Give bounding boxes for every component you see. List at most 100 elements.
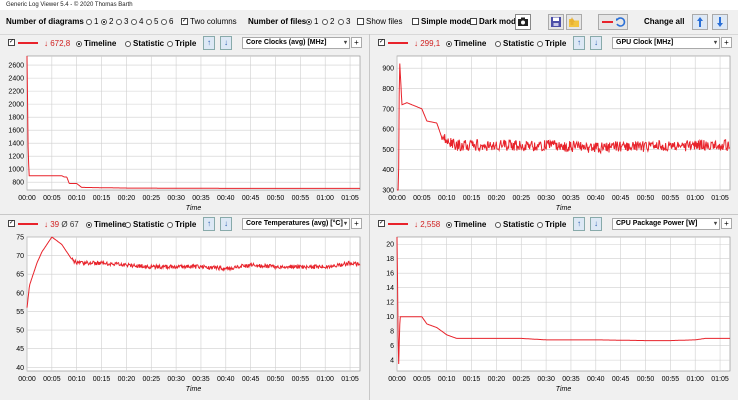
line-swap-icon[interactable] xyxy=(598,14,628,30)
series-color-swatch[interactable] xyxy=(18,42,38,44)
sensor-select[interactable]: Core Temperatures (avg) [°C] ▾ xyxy=(242,218,350,230)
simple-mode-checkbox[interactable]: Simple mode xyxy=(412,17,471,26)
diagram-option-4[interactable]: 4 xyxy=(131,17,143,26)
camera-icon[interactable] xyxy=(515,14,531,30)
y-tick-label: 800 xyxy=(12,180,24,187)
column-divider xyxy=(369,34,370,400)
series-color-swatch[interactable] xyxy=(18,223,38,225)
series-line xyxy=(396,236,730,365)
file-option-3[interactable]: 3 xyxy=(338,17,350,26)
x-axis-label: Time xyxy=(556,386,572,393)
y-tick-label: 4 xyxy=(390,358,394,365)
mode-statistic-radio[interactable]: Statistic xyxy=(495,220,534,229)
y-tick-label: 600 xyxy=(382,127,394,134)
diagram-option-3[interactable]: 3 xyxy=(116,17,128,26)
series-visible-checkbox[interactable] xyxy=(8,39,15,46)
sensor-select[interactable]: Core Clocks (avg) [MHz] ▾ xyxy=(242,37,350,49)
x-tick-label: 00:35 xyxy=(562,195,580,202)
move-down-button[interactable]: ↓ xyxy=(220,36,232,50)
x-tick-label: 01:05 xyxy=(341,195,359,202)
y-tick-label: 12 xyxy=(386,300,394,307)
x-tick-label: 00:50 xyxy=(637,195,655,202)
y-tick-label: 1600 xyxy=(8,128,24,135)
panel-header: ↓ 672,8 Timeline Statistic Triple ↑ ↓ Co… xyxy=(0,34,369,52)
mode-timeline-radio[interactable]: Timeline xyxy=(446,220,486,229)
mode-timeline-radio[interactable]: Timeline xyxy=(86,220,126,229)
two-columns-checkbox[interactable]: Two columns xyxy=(181,17,237,26)
move-up-button[interactable]: ↑ xyxy=(573,217,585,231)
sensor-select[interactable]: GPU Clock [MHz] ▾ xyxy=(612,37,720,49)
mode-timeline-radio[interactable]: Timeline xyxy=(76,39,116,48)
mode-triple-radio[interactable]: Triple xyxy=(537,39,566,48)
x-tick-label: 01:05 xyxy=(711,195,729,202)
x-tick-label: 00:40 xyxy=(587,195,605,202)
add-series-button[interactable]: + xyxy=(351,37,362,48)
move-up-button[interactable]: ↑ xyxy=(203,36,215,50)
y-tick-label: 18 xyxy=(386,256,394,263)
move-down-button[interactable]: ↓ xyxy=(590,36,602,50)
y-tick-label: 2000 xyxy=(8,102,24,109)
y-tick-label: 2200 xyxy=(8,89,24,96)
add-series-button[interactable]: + xyxy=(351,218,362,229)
mode-statistic-radio[interactable]: Statistic xyxy=(495,39,534,48)
show-files-checkbox[interactable]: Show files xyxy=(357,17,402,26)
x-tick-label: 00:50 xyxy=(267,195,285,202)
folder-icon[interactable] xyxy=(566,14,582,30)
x-tick-label: 00:20 xyxy=(118,195,136,202)
y-tick-label: 55 xyxy=(16,309,24,316)
row-divider xyxy=(0,214,738,215)
x-tick-label: 00:50 xyxy=(267,376,285,383)
series-color-swatch[interactable] xyxy=(388,42,408,44)
plot-area xyxy=(396,55,731,191)
file-option-1[interactable]: 1 xyxy=(306,17,318,26)
x-tick-label: 00:55 xyxy=(292,376,310,383)
dark-mode-checkbox[interactable]: Dark mod xyxy=(470,17,516,26)
panel-header: ↓ 299,1 Timeline Statistic Triple ↑ ↓ GP… xyxy=(370,34,738,52)
sensor-select[interactable]: CPU Package Power [W] ▾ xyxy=(612,218,720,230)
diagram-option-2[interactable]: 2 xyxy=(101,17,113,26)
mode-statistic-radio[interactable]: Statistic xyxy=(125,220,164,229)
diagram-option-1[interactable]: 1 xyxy=(86,17,98,26)
y-tick-label: 2600 xyxy=(8,63,24,70)
add-series-button[interactable]: + xyxy=(721,37,732,48)
mode-triple-radio[interactable]: Triple xyxy=(167,220,196,229)
y-tick-label: 2400 xyxy=(8,76,24,83)
arrow-up-icon[interactable] xyxy=(692,14,708,30)
series-min-value: ↓ 2,558 xyxy=(414,220,441,229)
add-series-button[interactable]: + xyxy=(721,218,732,229)
x-tick-label: 00:40 xyxy=(587,376,605,383)
mode-triple-radio[interactable]: Triple xyxy=(537,220,566,229)
change-all-label: Change all xyxy=(644,17,685,26)
file-option-2[interactable]: 2 xyxy=(322,17,334,26)
series-visible-checkbox[interactable] xyxy=(378,39,385,46)
x-tick-label: 00:05 xyxy=(43,195,61,202)
mode-triple-radio[interactable]: Triple xyxy=(167,39,196,48)
arrow-down-icon[interactable] xyxy=(712,14,728,30)
diagram-option-5[interactable]: 5 xyxy=(146,17,158,26)
move-down-button[interactable]: ↓ xyxy=(220,217,232,231)
x-tick-label: 00:00 xyxy=(18,195,36,202)
diagram-option-6[interactable]: 6 xyxy=(161,17,173,26)
move-up-button[interactable]: ↑ xyxy=(203,217,215,231)
y-tick-label: 45 xyxy=(16,346,24,353)
series-color-swatch[interactable] xyxy=(388,223,408,225)
x-tick-label: 00:10 xyxy=(438,376,456,383)
series-visible-checkbox[interactable] xyxy=(8,220,15,227)
series-line xyxy=(397,63,730,191)
save-icon[interactable] xyxy=(548,14,564,30)
series-line xyxy=(26,55,360,189)
y-tick-label: 40 xyxy=(16,365,24,372)
y-tick-label: 700 xyxy=(382,106,394,113)
mode-timeline-radio[interactable]: Timeline xyxy=(446,39,486,48)
x-tick-label: 00:05 xyxy=(413,376,431,383)
y-tick-label: 400 xyxy=(382,167,394,174)
y-tick-label: 800 xyxy=(382,86,394,93)
mode-statistic-radio[interactable]: Statistic xyxy=(125,39,164,48)
y-tick-label: 6 xyxy=(390,343,394,350)
diagram-panel-core-temperatures: ↓ 39 Ø 67 Timeline Statistic Triple ↑ ↓ … xyxy=(0,215,369,395)
move-up-button[interactable]: ↑ xyxy=(573,36,585,50)
series-visible-checkbox[interactable] xyxy=(378,220,385,227)
window-title: Generic Log Viewer 5.4 - © 2020 Thomas B… xyxy=(0,0,738,10)
diagram-panel-core-clocks: ↓ 672,8 Timeline Statistic Triple ↑ ↓ Co… xyxy=(0,34,369,214)
move-down-button[interactable]: ↓ xyxy=(590,217,602,231)
